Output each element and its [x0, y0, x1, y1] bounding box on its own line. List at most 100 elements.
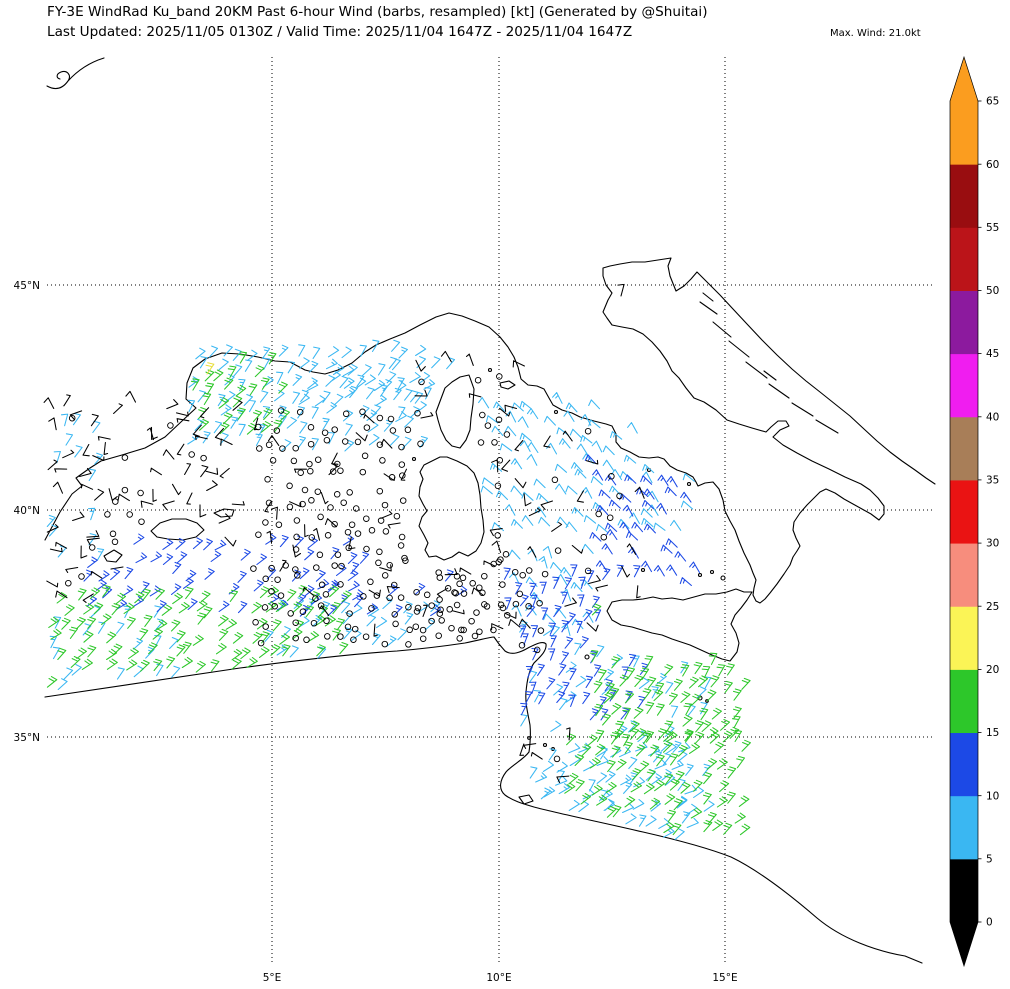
colorbar-segment: [950, 164, 978, 228]
coastline-path: [435, 374, 475, 449]
calm-circle: [111, 538, 119, 546]
calm-circle: [456, 635, 463, 642]
calm-circle: [436, 596, 443, 603]
small-island-dot: [720, 575, 726, 581]
calm-circle: [419, 635, 427, 642]
calm-circle: [275, 521, 283, 528]
colorbar-tick-label: 15: [986, 727, 999, 739]
colorbar-segment: [950, 416, 978, 481]
island-coastline: [768, 383, 790, 399]
colorbar-tick-label: 45: [986, 348, 999, 360]
calm-circle: [331, 562, 338, 569]
colorbar-segment: [950, 290, 978, 355]
calm-circle: [265, 441, 273, 449]
calm-circle: [541, 570, 549, 578]
calm-circle: [331, 520, 338, 528]
calm-circle: [481, 572, 488, 580]
colorbar-segment: [950, 669, 978, 734]
calm-circle: [250, 565, 257, 572]
calm-circle: [269, 457, 277, 464]
island-coastline: [763, 370, 777, 381]
colorbar-tick-label: 60: [986, 159, 999, 171]
island-coastline: [702, 292, 714, 302]
calm-circle: [414, 604, 422, 612]
colorbar-segment: [950, 732, 978, 797]
calm-circle: [363, 545, 370, 553]
calm-circle: [525, 602, 532, 610]
calm-circle: [398, 461, 406, 468]
calm-circle: [188, 451, 195, 458]
calm-circle: [398, 443, 405, 451]
calm-circle: [362, 633, 370, 640]
calm-circle: [497, 556, 504, 563]
calm-circle: [398, 533, 406, 541]
calm-circle: [379, 457, 386, 464]
calm-circle: [453, 601, 461, 609]
calm-circle: [334, 460, 341, 468]
colorbar-over-arrow: [950, 57, 978, 101]
calm-circle: [405, 641, 412, 648]
calm-circle: [277, 592, 285, 599]
calm-circle: [476, 628, 483, 635]
calm-circle: [477, 439, 485, 446]
small-island-dot: [709, 569, 715, 575]
calm-circle: [138, 518, 145, 525]
calm-circle: [438, 617, 445, 624]
colorbar-segment: [950, 795, 978, 860]
calm-circle: [344, 623, 352, 631]
calm-circle: [112, 498, 119, 505]
calm-circle: [354, 530, 362, 537]
calm-circle: [491, 439, 498, 446]
calm-circle: [471, 632, 479, 640]
calm-circle: [274, 576, 281, 583]
calm-circle: [265, 499, 273, 507]
wind-barbs: [43, 283, 751, 841]
colorbar-tick-label: 40: [986, 411, 999, 423]
calm-circle: [616, 492, 623, 500]
coastline-path: [499, 380, 516, 390]
calm-circle: [444, 585, 452, 592]
calm-circle: [252, 619, 259, 626]
calm-circle: [554, 547, 562, 554]
calm-circle: [292, 566, 299, 573]
calm-circle: [308, 497, 315, 504]
island-coastline: [699, 301, 718, 315]
axis-tick-labels: 45°N 40°N 35°N 5°E 10°E 15°E: [14, 280, 738, 984]
calm-circle: [533, 646, 541, 654]
calm-circle: [376, 548, 383, 556]
wind-barbs-black: [43, 283, 645, 784]
calm-circle: [271, 602, 278, 610]
colorbar-segment: [950, 479, 978, 544]
calm-circle: [481, 601, 488, 608]
calm-circle: [361, 452, 369, 460]
calm-circle: [468, 617, 475, 625]
calm-circle: [428, 602, 435, 609]
calm-circle: [360, 593, 367, 600]
calm-circle: [519, 571, 526, 579]
lat-tick-label: 35°N: [14, 732, 40, 744]
calm-circle: [307, 424, 315, 431]
calm-circle: [314, 488, 322, 495]
calm-circle: [387, 415, 395, 423]
calm-circle: [584, 567, 592, 575]
calm-circle: [257, 639, 265, 647]
calm-circle: [525, 567, 533, 574]
calm-circle: [292, 634, 299, 642]
calm-circle: [256, 445, 263, 452]
calm-circle: [479, 589, 486, 597]
colorbar-tick-label: 0: [986, 917, 993, 929]
map-subtitle: Last Updated: 2025/11/05 0130Z / Valid T…: [47, 24, 633, 40]
colorbar-segment: [950, 353, 978, 418]
coastline-path: [46, 57, 105, 90]
calm-circle: [299, 500, 306, 508]
calm-circle: [331, 426, 338, 433]
colorbar-segment: [950, 101, 978, 165]
calm-circle: [401, 554, 408, 562]
calm-circle: [413, 588, 420, 596]
calm-circle: [494, 482, 502, 490]
colorbar-tick-label: 5: [986, 853, 993, 865]
calm-circle: [363, 515, 370, 522]
coastline-path: [103, 549, 123, 563]
calm-circle: [297, 469, 304, 476]
calm-circle: [377, 517, 385, 524]
